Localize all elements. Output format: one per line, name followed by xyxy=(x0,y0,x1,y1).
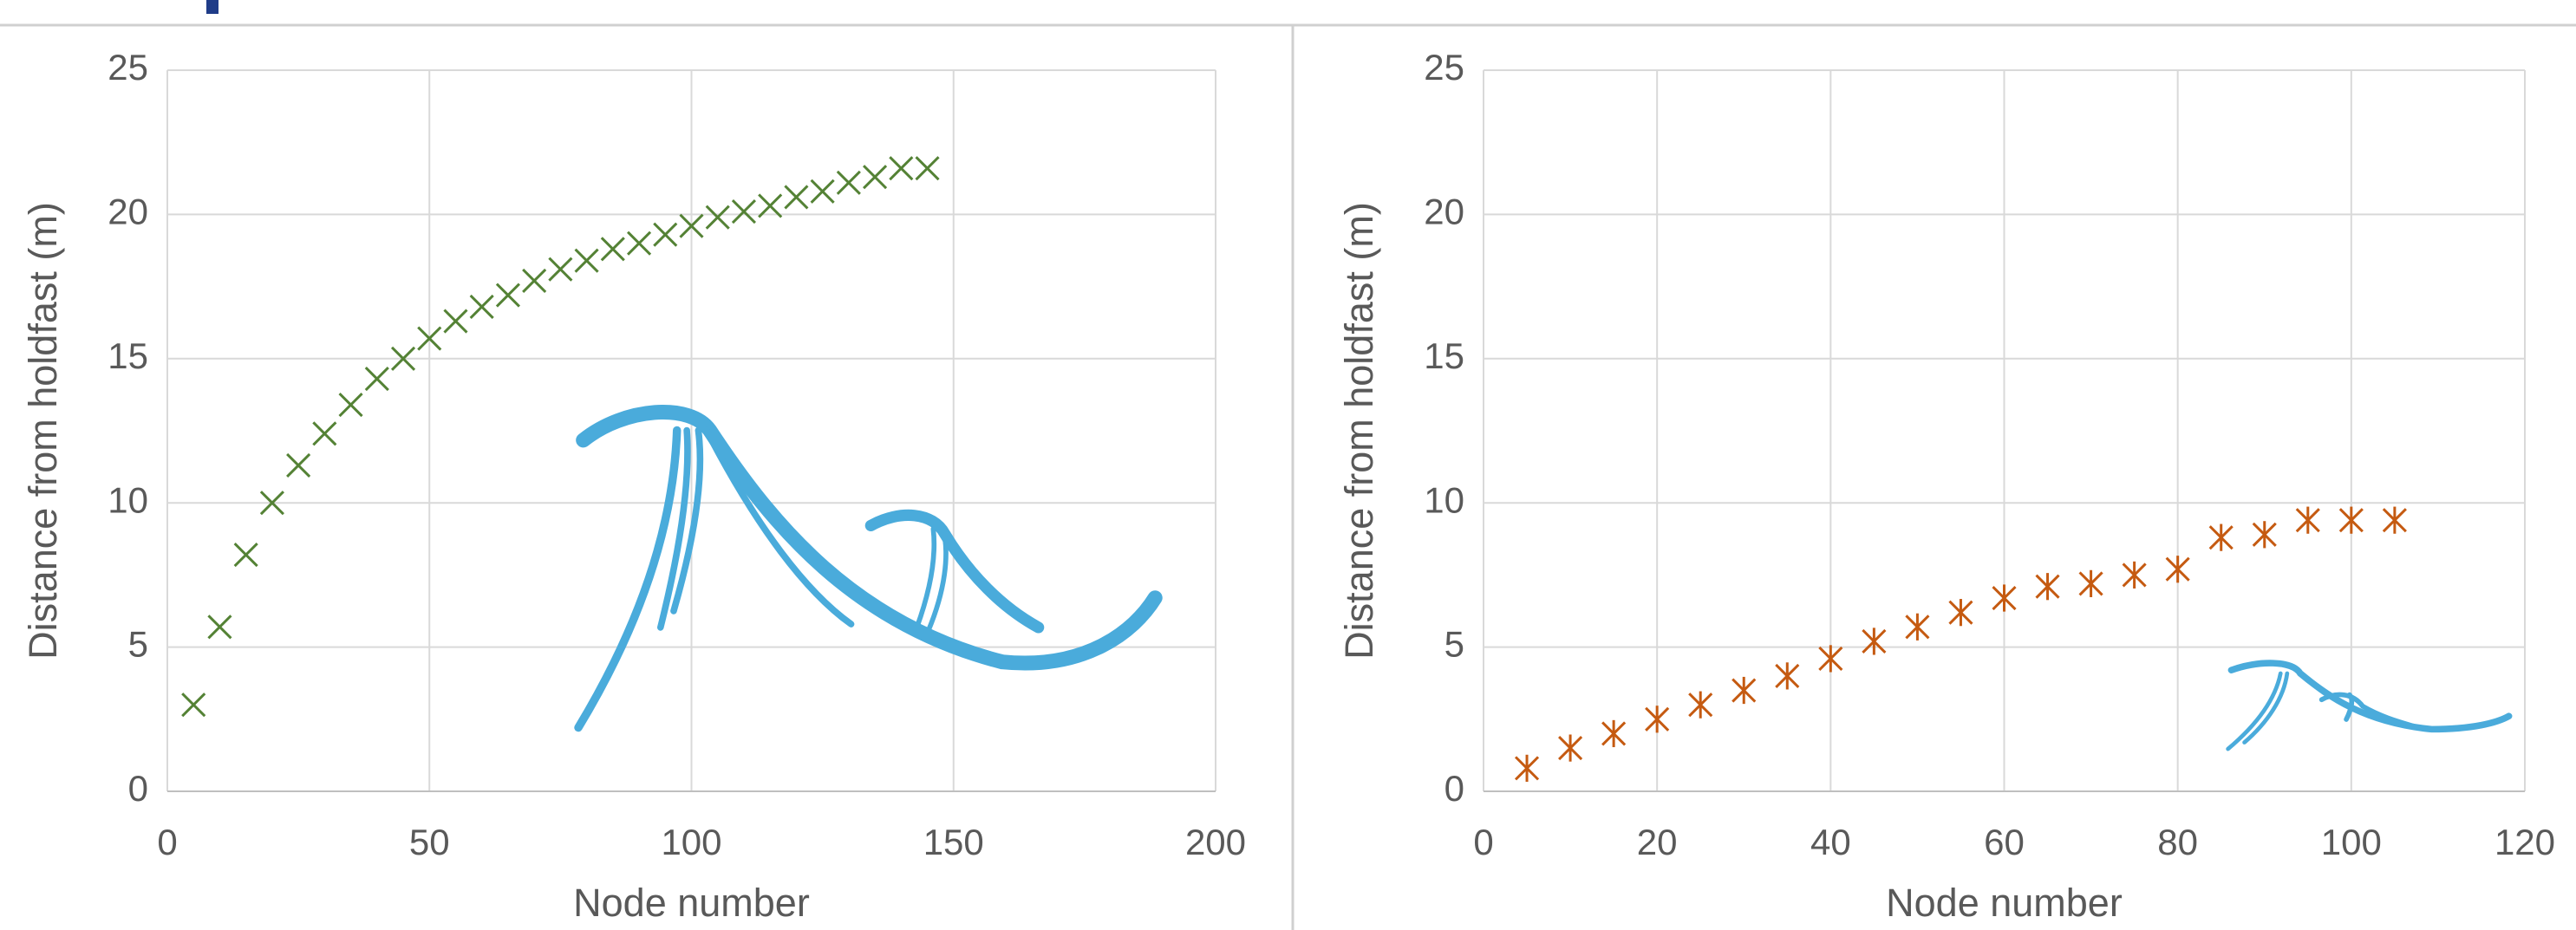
data-point xyxy=(758,193,783,218)
wave-left-body xyxy=(576,404,1163,671)
y-tick-label: 10 xyxy=(1424,479,1464,520)
y-tick-label: 25 xyxy=(1424,47,1464,88)
data-point xyxy=(863,165,888,190)
x-axis-title: Node number xyxy=(1886,881,2123,925)
y-tick-label: 10 xyxy=(108,479,148,520)
data-point xyxy=(600,237,625,262)
wave-left-curls xyxy=(656,426,855,631)
data-point xyxy=(338,392,363,418)
data-point xyxy=(364,367,389,392)
x-tick-label: 60 xyxy=(1984,822,2025,862)
x-tick-label: 150 xyxy=(923,822,984,862)
data-point xyxy=(469,294,494,319)
data-point xyxy=(679,213,704,238)
y-tick-label: 25 xyxy=(108,47,148,88)
data-point xyxy=(889,156,914,181)
x-axis-title: Node number xyxy=(573,881,810,925)
data-point xyxy=(2208,524,2234,551)
data-point xyxy=(2035,573,2060,601)
corner-mark xyxy=(206,0,218,14)
x-tick-label: 0 xyxy=(157,822,177,862)
data-point xyxy=(2382,506,2407,534)
data-point xyxy=(443,309,468,334)
data-point xyxy=(207,615,232,640)
wave-illustrations xyxy=(574,404,2513,751)
x-tick-label: 100 xyxy=(2321,822,2382,862)
y-tick-label: 5 xyxy=(128,624,148,665)
data-point xyxy=(653,222,678,247)
data-point xyxy=(1601,719,1627,748)
data-point xyxy=(1905,613,1930,641)
data-point xyxy=(731,199,757,224)
y-tick-label: 20 xyxy=(1424,191,1464,231)
wave-right-small xyxy=(2318,692,2422,731)
wave-left-small xyxy=(864,509,1045,634)
data-point xyxy=(1731,676,1757,705)
y-tick-label: 5 xyxy=(1445,624,1464,665)
data-point xyxy=(1775,662,1800,690)
data-point xyxy=(836,170,861,195)
y-tick-label: 0 xyxy=(1445,768,1464,809)
data-point xyxy=(574,248,599,273)
x-tick-label: 120 xyxy=(2494,822,2555,862)
data-point xyxy=(784,185,809,210)
data-point xyxy=(1992,584,2017,612)
data-point xyxy=(522,268,547,294)
data-point xyxy=(626,231,652,256)
wave-right-front xyxy=(2226,671,2290,751)
data-point xyxy=(233,543,258,568)
data-point xyxy=(2252,521,2277,549)
data-point xyxy=(810,179,835,204)
y-axis-title: Distance from holdfast (m) xyxy=(1337,202,1381,660)
data-point xyxy=(1645,706,1670,733)
y-axis-title: Distance from holdfast (m) xyxy=(21,202,65,660)
y-tick-label: 15 xyxy=(1424,335,1464,376)
data-point xyxy=(548,257,573,282)
data-point xyxy=(181,693,206,718)
data-point xyxy=(2295,506,2320,534)
data-point xyxy=(705,205,730,230)
x-tick-label: 20 xyxy=(1637,822,1678,862)
data-point xyxy=(2338,506,2364,534)
x-tick-label: 0 xyxy=(1473,822,1493,862)
y-tick-label: 0 xyxy=(128,768,148,809)
data-point xyxy=(1948,599,1973,627)
data-point xyxy=(495,283,520,308)
data-point xyxy=(2165,556,2190,583)
data-point xyxy=(390,346,416,371)
data-point xyxy=(417,326,442,351)
data-point xyxy=(915,156,940,181)
data-point xyxy=(286,452,311,478)
wave-left-small-curl xyxy=(914,526,949,634)
data-point xyxy=(1558,734,1583,762)
data-point xyxy=(1514,754,1540,782)
y-tick-label: 15 xyxy=(108,335,148,376)
data-point xyxy=(1688,691,1713,719)
x-tick-label: 100 xyxy=(661,822,721,862)
data-point xyxy=(1862,628,1887,655)
x-tick-label: 200 xyxy=(1185,822,1246,862)
data-point xyxy=(259,491,284,516)
data-point xyxy=(1818,645,1843,673)
x-tick-label: 80 xyxy=(2157,822,2198,862)
wave-left-front xyxy=(574,426,681,732)
data-point xyxy=(2078,569,2103,597)
y-tick-label: 20 xyxy=(108,191,148,231)
x-tick-label: 40 xyxy=(1810,822,1851,862)
data-point xyxy=(2122,561,2147,589)
data-point xyxy=(312,421,337,446)
x-tick-label: 50 xyxy=(409,822,450,862)
